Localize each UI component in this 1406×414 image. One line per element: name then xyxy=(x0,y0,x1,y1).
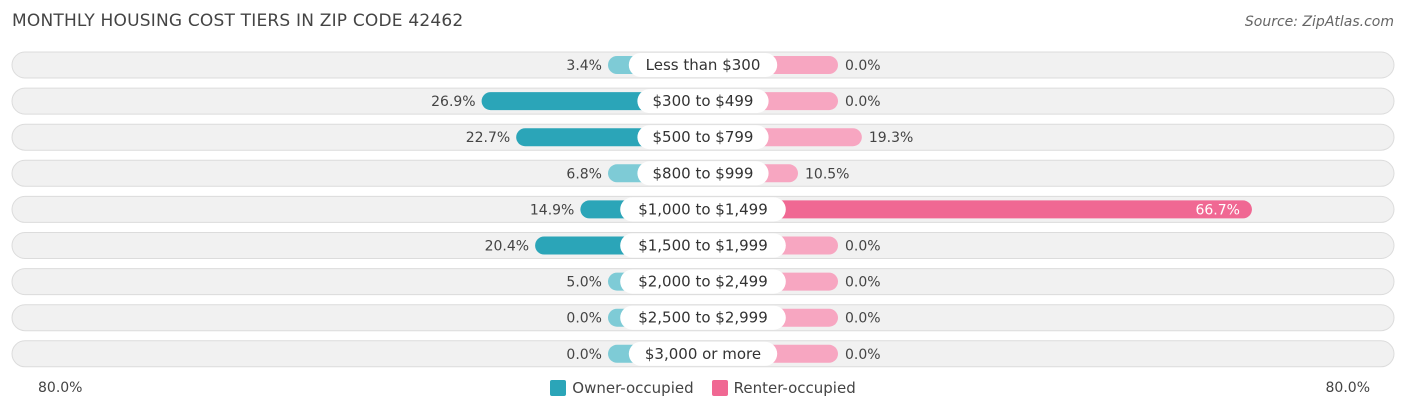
category-label: $1,500 to $1,999 xyxy=(638,237,768,255)
chart-canvas: 3.4% 0.0% Less than $300 26.9% 0.0% $300 to $… xyxy=(11,51,1395,368)
chart-row: 3.4% 0.0% Less than $300 xyxy=(11,51,1395,79)
chart-row: 20.4% 0.0% $1,500 to $1,999 xyxy=(11,232,1395,259)
renter-swatch xyxy=(711,380,728,396)
renter-value-label: 66.7% xyxy=(1195,202,1239,218)
owner-value-label: 5.0% xyxy=(566,275,602,291)
owner-value-label: 22.7% xyxy=(466,130,510,146)
category-pill xyxy=(628,53,778,77)
renter-value-label: 0.0% xyxy=(845,347,881,363)
axis-right-label: 80.0% xyxy=(1325,380,1370,396)
owner-value-label: 26.9% xyxy=(431,94,475,110)
legend: Owner-occupied Renter-occupied xyxy=(0,379,1406,397)
chart-row: 0.0% 0.0% $3,000 or more xyxy=(11,340,1395,368)
renter-value-label: 0.0% xyxy=(845,239,881,255)
category-pill xyxy=(620,269,786,294)
category-label: $800 to $999 xyxy=(653,164,754,182)
axis-left-label: 80.0% xyxy=(38,380,83,396)
chart-row: 22.7% 19.3% $500 to $799 xyxy=(11,123,1395,151)
category-label: $300 to $499 xyxy=(653,92,754,110)
category-pill xyxy=(620,197,786,222)
owner-value-label: 3.4% xyxy=(566,58,602,74)
renter-value-label: 19.3% xyxy=(869,130,913,146)
chart-row: 26.9% 0.0% $300 to $499 xyxy=(11,87,1395,115)
renter-value-label: 0.0% xyxy=(845,58,881,74)
chart-row: 14.9% 66.7% $1,000 to $1,499 xyxy=(11,195,1395,223)
legend-owner-label: Owner-occupied xyxy=(572,379,694,397)
chart-row: 0.0% 0.0% $2,500 to $2,999 xyxy=(11,304,1395,332)
category-label: Less than $300 xyxy=(646,56,761,74)
owner-value-label: 20.4% xyxy=(485,239,529,255)
owner-value-label: 0.0% xyxy=(566,311,602,327)
category-label: $500 to $799 xyxy=(653,128,754,146)
legend-item-owner[interactable]: Owner-occupied xyxy=(550,379,694,397)
category-pill xyxy=(628,341,778,366)
renter-value-label: 0.0% xyxy=(845,94,881,110)
renter-value-label: 0.0% xyxy=(845,275,881,291)
owner-value-label: 0.0% xyxy=(566,347,602,363)
owner-swatch xyxy=(550,380,567,396)
category-pill xyxy=(637,125,769,150)
chart-row: 6.8% 10.5% $800 to $999 xyxy=(11,159,1395,187)
category-label: $3,000 or more xyxy=(645,345,761,363)
renter-value-label: 10.5% xyxy=(805,166,849,182)
renter-bar[interactable] xyxy=(703,200,1252,219)
legend-renter-label: Renter-occupied xyxy=(733,379,856,397)
category-pill xyxy=(637,89,769,114)
chart-title: MONTHLY HOUSING COST TIERS IN ZIP CODE 4… xyxy=(12,11,464,31)
category-pill xyxy=(620,233,786,258)
owner-value-label: 14.9% xyxy=(530,202,574,218)
category-label: $1,000 to $1,499 xyxy=(638,200,768,218)
category-pill xyxy=(637,161,769,186)
category-label: $2,500 to $2,999 xyxy=(638,309,768,327)
chart-row: 5.0% 0.0% $2,000 to $2,499 xyxy=(11,268,1395,296)
renter-value-label: 0.0% xyxy=(845,311,881,327)
source-credit: Source: ZipAtlas.com xyxy=(1244,14,1394,30)
category-pill xyxy=(620,305,786,330)
owner-value-label: 6.8% xyxy=(566,166,602,182)
category-label: $2,000 to $2,499 xyxy=(638,273,768,291)
legend-item-renter[interactable]: Renter-occupied xyxy=(711,379,856,397)
